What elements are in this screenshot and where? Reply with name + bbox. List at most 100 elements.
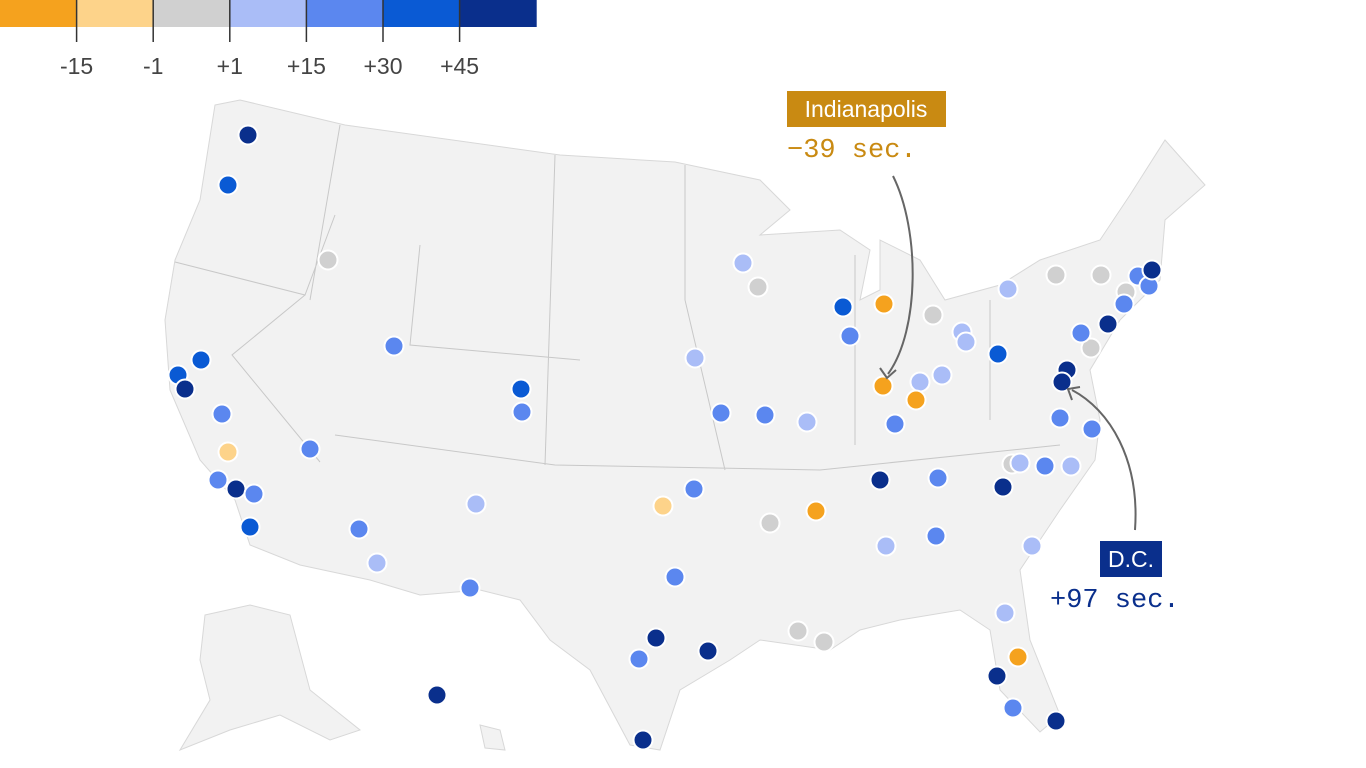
city-dot [211,403,233,425]
city-dots [167,124,1163,751]
arrow-head [1066,386,1081,401]
city-dot [239,516,261,538]
city-dot [190,349,212,371]
city-dot [628,648,650,670]
city-dot [992,476,1014,498]
city-dot [174,378,196,400]
legend-swatch [0,0,78,27]
city-dot [732,252,754,274]
city-dot [873,293,895,315]
legend-label: +1 [217,53,243,79]
city-dot [994,602,1016,624]
city-dot [348,518,370,540]
city-dot [299,438,321,460]
city-dot [805,500,827,522]
city-dot [207,469,229,491]
value: +97 sec. [1050,586,1180,616]
city-dot [683,478,705,500]
city-dot [1051,371,1073,393]
city-dot [1141,259,1163,281]
city-dot [1049,407,1071,429]
legend-swatch [229,0,307,27]
city-dot [839,325,861,347]
label-box [787,91,946,127]
city-dot [652,495,674,517]
city-dot [813,631,835,653]
city-dot [1002,697,1024,719]
city-dot [632,729,654,751]
city-dot [986,665,1008,687]
city-dot [1070,322,1092,344]
city-dot [684,347,706,369]
city-dot [511,401,533,423]
city-dot [465,493,487,515]
legend-label: +15 [287,53,326,79]
legend-swatch [306,0,384,27]
city-dot [243,483,265,505]
city-dot [317,249,339,271]
arrow-head [879,367,897,380]
city-dot [869,469,891,491]
city-dot [645,627,667,649]
annotation-indianapolis: Indianapolis −39 sec. [787,91,946,380]
city-dot [697,640,719,662]
city-dot [225,478,247,500]
legend: -15 -1 +1 +15 +30 +45 [0,0,537,79]
city-dot [875,535,897,557]
city-dot [383,335,405,357]
city-dot [1045,264,1067,286]
city-dot [217,174,239,196]
city-dot [925,525,947,547]
label-box [1100,541,1162,577]
value: −39 sec. [787,136,917,166]
city-dot [997,278,1019,300]
city-dot [1021,535,1043,557]
city-dot [459,577,481,599]
label: Indianapolis [805,96,928,122]
city-dot [909,371,931,393]
basemap [164,99,1206,752]
city-dot [754,404,776,426]
legend-swatch [153,0,231,27]
city-dot [1007,646,1029,668]
city-dot [710,402,732,424]
city-dot [927,467,949,489]
city-dot [1113,293,1135,315]
city-dot [832,296,854,318]
city-dot [1045,710,1067,732]
legend-swatch [383,0,461,27]
arrow [1071,389,1137,531]
city-dot [237,124,259,146]
city-dot [1060,455,1082,477]
city-dot [664,566,686,588]
label: D.C. [1108,546,1154,572]
city-dot [759,512,781,534]
city-dot [987,343,1009,365]
city-dot [1080,337,1102,359]
city-dot [872,375,894,397]
city-dot [747,276,769,298]
legend-swatch [459,0,537,27]
legend-label: -1 [143,53,163,79]
city-dot [366,552,388,574]
city-dot [510,378,532,400]
legend-label: +45 [440,53,479,79]
city-dot [1009,452,1031,474]
city-dot [884,413,906,435]
legend-label: -15 [60,53,93,79]
legend-swatch [76,0,154,27]
city-dot [1097,313,1119,335]
city-dot [426,684,448,706]
city-dot [931,364,953,386]
city-dot [1090,264,1112,286]
city-dot [922,304,944,326]
arrow [887,175,914,375]
city-dot [1034,455,1056,477]
city-dot [905,389,927,411]
city-dot [955,331,977,353]
city-dot [1081,418,1103,440]
city-dot [217,441,239,463]
annotation-dc: D.C. +97 sec. [1050,386,1180,616]
